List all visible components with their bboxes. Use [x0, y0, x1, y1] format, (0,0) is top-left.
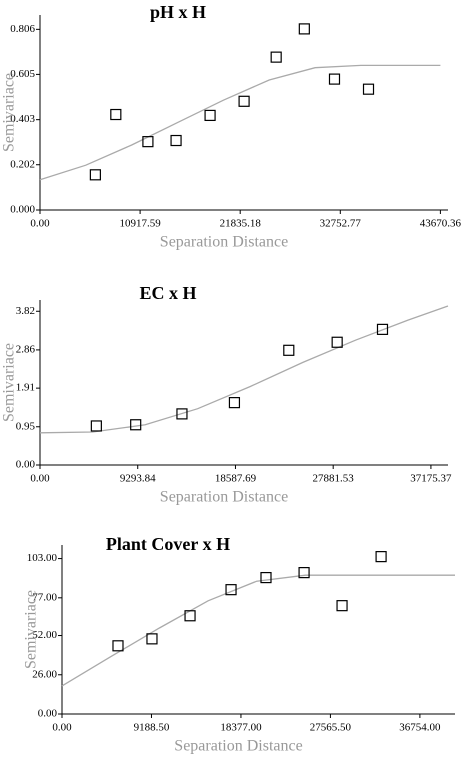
y-tick-label: 0.000 [10, 204, 35, 216]
data-point [225, 584, 237, 596]
y-axis-label: Semivariace [23, 590, 40, 669]
data-point [376, 323, 389, 335]
data-point [283, 344, 295, 356]
y-tick-label: 0.00 [16, 459, 36, 471]
data-point [142, 136, 154, 148]
data-point [112, 640, 124, 652]
data-point [146, 633, 158, 645]
data-point [204, 109, 216, 122]
data-point [228, 397, 241, 409]
x-axis-label: Separation Distance [160, 489, 288, 506]
y-tick-label: 0.605 [10, 68, 35, 80]
y-tick-label: 0.806 [10, 23, 35, 35]
y-tick-label: 1.91 [16, 382, 35, 394]
y-axis-label: Semivariace [1, 343, 18, 422]
data-point [89, 169, 101, 181]
data-point [170, 134, 182, 147]
data-point [130, 419, 142, 431]
x-tick-label: 0.00 [30, 473, 50, 485]
x-tick-label: 36754.00 [399, 722, 441, 734]
model-curve [39, 64, 441, 181]
chart-title: Plant Cover x H [106, 534, 230, 554]
chart-title: EC x H [139, 283, 196, 303]
data-point [260, 571, 272, 584]
data-point [270, 51, 282, 63]
x-tick-label: 21835.18 [220, 218, 262, 230]
y-axis-label: Semivariace [1, 73, 18, 152]
x-tick-label: 18377.00 [220, 722, 262, 734]
x-axis-label: Separation Distance [160, 234, 288, 251]
data-point [176, 408, 188, 420]
x-tick-label: 9293.84 [120, 473, 156, 485]
y-tick-label: 2.86 [16, 343, 36, 355]
data-point [331, 336, 343, 348]
data-point [328, 73, 341, 85]
data-point [298, 23, 310, 35]
y-tick-label: 26.00 [32, 668, 57, 680]
data-point [184, 610, 196, 622]
chart-title: pH x H [150, 2, 206, 22]
model-curve [39, 305, 449, 434]
data-point [90, 420, 102, 432]
data-point [336, 600, 348, 612]
y-tick-label: 0.00 [38, 708, 58, 720]
y-tick-label: 103.00 [27, 552, 58, 564]
y-tick-label: 3.82 [16, 305, 35, 317]
y-tick-label: 0.202 [10, 158, 35, 170]
model-curve [61, 574, 455, 687]
x-tick-label: 10917.59 [119, 218, 161, 230]
x-tick-label: 0.00 [30, 218, 50, 230]
y-tick-label: 52.00 [32, 629, 57, 641]
x-tick-label: 0.00 [52, 722, 72, 734]
x-tick-label: 18587.69 [215, 473, 257, 485]
y-tick-label: 77.00 [32, 591, 57, 603]
x-tick-label: 27881.53 [313, 473, 355, 485]
data-point [362, 83, 375, 95]
x-tick-label: 32752.77 [320, 218, 362, 230]
x-axis-label: Separation Distance [174, 738, 302, 755]
x-tick-label: 37175.37 [410, 473, 452, 485]
y-tick-label: 0.403 [10, 113, 35, 125]
data-point [298, 567, 310, 579]
data-point [238, 95, 250, 107]
x-tick-label: 43670.36 [420, 218, 462, 230]
data-point [375, 551, 387, 563]
x-tick-label: 27565.50 [310, 722, 352, 734]
x-tick-label: 9188.50 [134, 722, 170, 734]
y-tick-label: 0.95 [16, 420, 36, 432]
data-point [110, 108, 122, 121]
